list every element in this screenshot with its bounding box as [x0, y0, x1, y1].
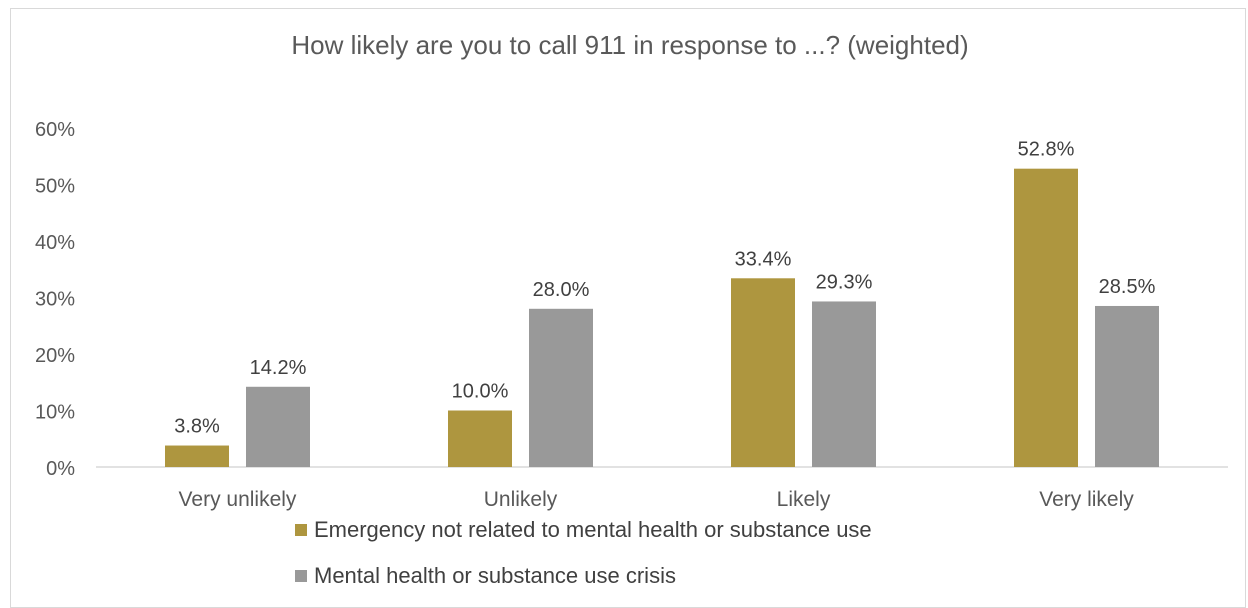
- y-tick-label: 20%: [35, 345, 75, 367]
- data-label: 14.2%: [250, 357, 307, 379]
- legend-swatch-mental-health: [295, 570, 307, 582]
- x-tick-label: Very likely: [1039, 488, 1134, 511]
- chart-title: How likely are you to call 911 in respon…: [291, 30, 969, 60]
- data-label: 28.5%: [1099, 276, 1156, 298]
- y-tick-label: 50%: [35, 176, 75, 198]
- legend-item-emergency: Emergency not related to mental health o…: [295, 515, 872, 545]
- data-label: 52.8%: [1018, 139, 1075, 161]
- x-tick-label: Unlikely: [484, 488, 558, 511]
- data-label: 3.8%: [174, 416, 220, 438]
- legend-swatch-emergency: [295, 524, 307, 536]
- bar-emergency-2: [731, 278, 795, 467]
- bar-mental-health-0: [246, 386, 310, 467]
- bar-mental-health-2: [812, 301, 876, 467]
- y-tick-label: 10%: [35, 402, 75, 424]
- bar-emergency-0: [165, 445, 229, 467]
- bar-emergency-1: [448, 410, 512, 467]
- data-label: 28.0%: [533, 279, 590, 301]
- y-tick-label: 40%: [35, 232, 75, 254]
- x-tick-label: Likely: [777, 488, 831, 511]
- bar-mental-health-1: [529, 308, 593, 467]
- y-tick-label: 30%: [35, 289, 75, 311]
- y-tick-label: 60%: [35, 119, 75, 141]
- legend-item-mental-health: Mental health or substance use crisis: [295, 561, 872, 591]
- bar-mental-health-3: [1095, 305, 1159, 467]
- x-tick-label: Very unlikely: [179, 488, 297, 511]
- y-tick-label: 0%: [46, 458, 75, 480]
- bar-emergency-3: [1014, 168, 1078, 467]
- data-label: 10.0%: [452, 381, 509, 403]
- legend: Emergency not related to mental health o…: [295, 515, 872, 607]
- data-label: 33.4%: [735, 248, 792, 270]
- legend-label-mental-health: Mental health or substance use crisis: [314, 563, 676, 588]
- data-label: 29.3%: [816, 271, 873, 293]
- legend-label-emergency: Emergency not related to mental health o…: [314, 517, 872, 542]
